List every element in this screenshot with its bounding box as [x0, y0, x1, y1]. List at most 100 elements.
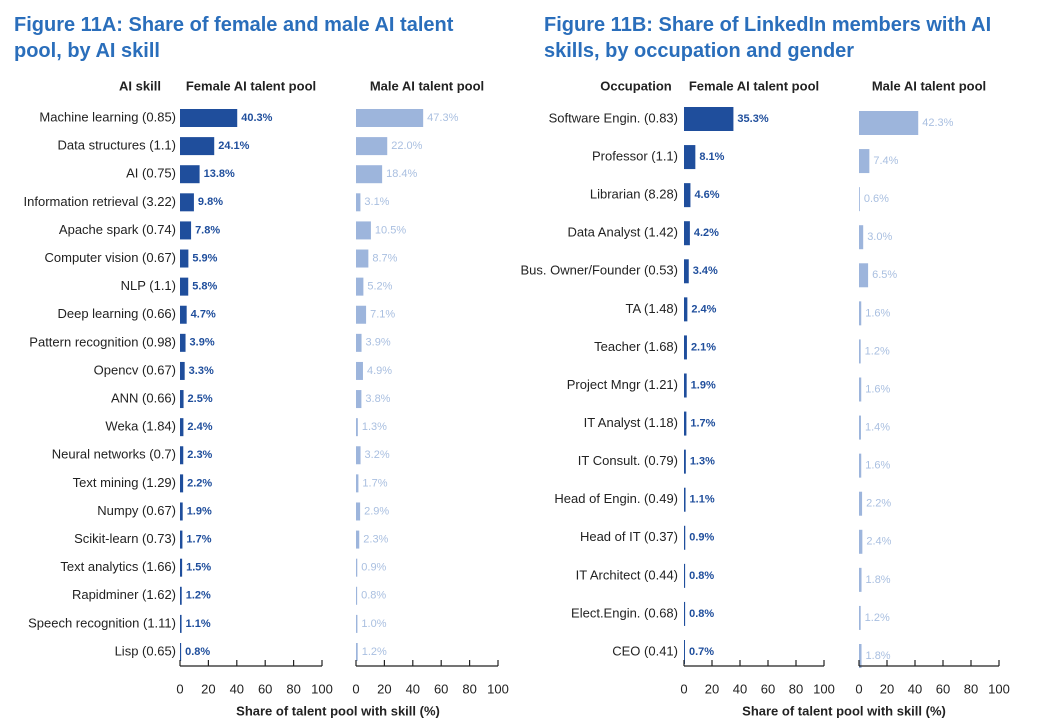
bar [180, 249, 189, 268]
x-tick-label: 100 [311, 681, 333, 696]
x-tick-label: 100 [487, 681, 509, 696]
category-label: IT Analyst (1.18) [584, 415, 678, 430]
value-label: 40.3% [241, 112, 272, 124]
bar [859, 263, 869, 288]
bar [859, 149, 870, 174]
bar [180, 418, 184, 437]
bar [684, 411, 687, 436]
bar [180, 333, 186, 352]
category-label: NLP (1.1) [121, 278, 176, 293]
bar [180, 193, 194, 212]
category-label: Rapidminer (1.62) [72, 587, 176, 602]
value-label: 22.0% [391, 140, 422, 152]
value-label: 1.5% [186, 562, 211, 574]
value-label: 4.2% [694, 227, 719, 239]
bar [180, 165, 200, 184]
bar [859, 377, 862, 402]
value-label: 35.3% [737, 113, 768, 125]
bar [180, 221, 192, 240]
value-label: 3.3% [189, 365, 214, 377]
value-label: 1.8% [866, 650, 891, 662]
bar [180, 305, 187, 324]
category-label: ANN (0.66) [111, 390, 176, 405]
value-label: 1.3% [690, 456, 715, 468]
value-label: 0.6% [864, 193, 889, 205]
x-tick-label: 60 [761, 681, 775, 696]
bar [180, 643, 182, 661]
bar [180, 474, 184, 493]
bar [356, 446, 361, 465]
bar [684, 601, 686, 626]
category-label: Data structures (1.1) [58, 138, 177, 153]
value-label: 7.4% [873, 155, 898, 167]
bar [180, 586, 182, 605]
value-label: 1.9% [187, 505, 212, 517]
category-label: CEO (0.41) [612, 643, 678, 658]
category-label: Head of Engin. (0.49) [554, 491, 678, 506]
x-tick-label: 20 [880, 681, 894, 696]
bar [356, 277, 364, 296]
x-tick-label: 100 [813, 681, 835, 696]
bar [356, 390, 362, 409]
category-label: Weka (1.84) [105, 419, 176, 434]
value-label: 1.1% [690, 494, 715, 506]
value-label: 10.5% [375, 224, 406, 236]
x-tick-label: 20 [377, 681, 391, 696]
value-label: 1.7% [690, 417, 715, 429]
category-label: Head of IT (0.37) [580, 529, 678, 544]
bar [356, 502, 361, 521]
category-label: Information retrieval (3.22) [24, 194, 176, 209]
x-tick-label: 0 [680, 681, 687, 696]
value-label: 2.5% [188, 393, 213, 405]
value-label: 2.2% [866, 498, 891, 510]
value-label: 5.8% [192, 281, 217, 293]
value-label: 1.9% [691, 379, 716, 391]
category-label: Deep learning (0.66) [57, 306, 176, 321]
category-label: Bus. Owner/Founder (0.53) [520, 263, 678, 278]
x-tick-label: 0 [176, 681, 183, 696]
value-label: 18.4% [386, 168, 417, 180]
legend-label: Female AI talent pool [186, 78, 316, 93]
bar [859, 491, 863, 516]
bar [356, 109, 424, 127]
x-tick-label: 20 [705, 681, 719, 696]
bar [356, 418, 358, 437]
category-label: Professor (1.1) [592, 149, 678, 164]
value-label: 2.4% [691, 303, 716, 315]
category-label: IT Architect (0.44) [576, 567, 678, 582]
bar [180, 390, 184, 409]
category-label: TA (1.48) [625, 301, 678, 316]
category-axis-title: Occupation [600, 78, 672, 93]
value-label: 13.8% [204, 168, 235, 180]
bar [180, 502, 183, 521]
category-label: AI (0.75) [126, 166, 176, 181]
x-tick-label: 40 [230, 681, 244, 696]
bar [684, 449, 686, 474]
category-label: IT Consult. (0.79) [578, 453, 678, 468]
value-label: 2.1% [691, 341, 716, 353]
value-label: 47.3% [427, 112, 458, 124]
value-label: 5.2% [367, 281, 392, 293]
bar [356, 530, 360, 549]
bar [180, 530, 183, 549]
value-label: 7.1% [370, 309, 395, 321]
bar [180, 558, 183, 577]
bar [684, 259, 689, 284]
value-label: 3.9% [366, 337, 391, 349]
bar [684, 373, 687, 398]
bar [356, 221, 371, 240]
value-label: 2.9% [364, 505, 389, 517]
category-label: Software Engin. (0.83) [549, 110, 678, 125]
value-label: 1.2% [186, 590, 211, 602]
value-label: 0.8% [361, 590, 386, 602]
value-label: 2.2% [187, 477, 212, 489]
bar [180, 446, 184, 465]
category-label: Speech recognition (1.11) [28, 615, 176, 630]
bar [356, 333, 362, 352]
value-label: 8.1% [699, 151, 724, 163]
category-label: Computer vision (0.67) [45, 250, 177, 265]
category-label: Scikit-learn (0.73) [74, 531, 176, 546]
value-label: 1.6% [865, 307, 890, 319]
bar [684, 183, 691, 208]
